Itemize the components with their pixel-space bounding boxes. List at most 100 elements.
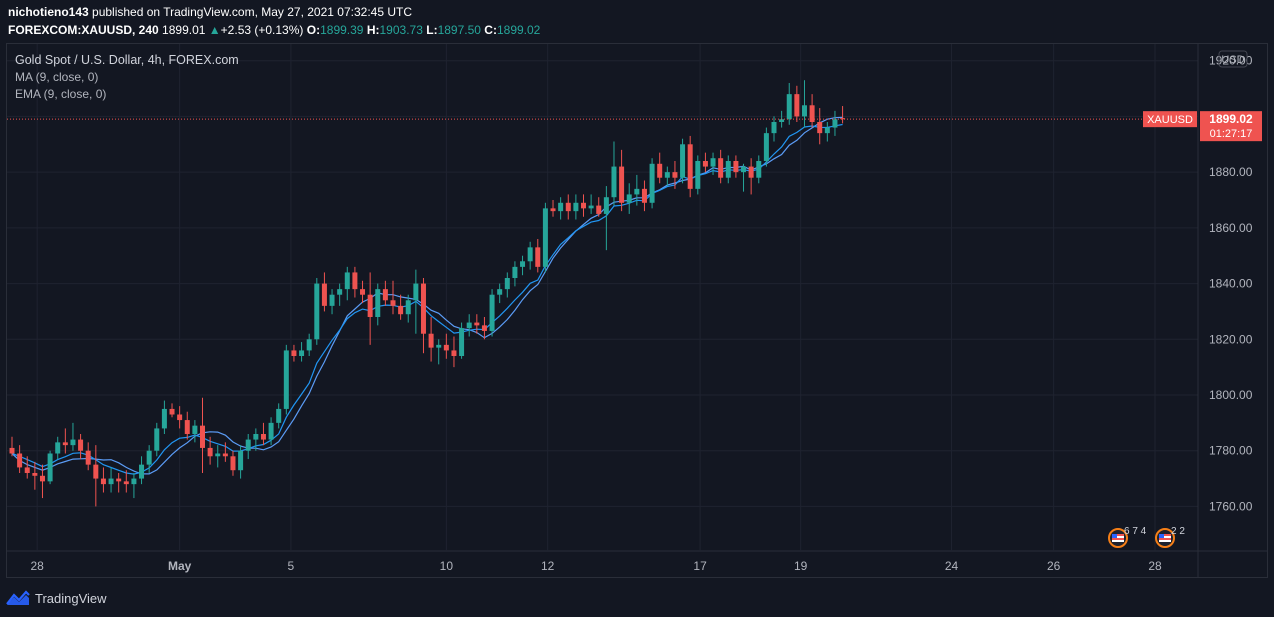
candle [329,289,335,315]
symbol-tag-label: XAUUSD [1147,114,1193,126]
flag-stripe [1159,538,1171,540]
candle [535,239,541,273]
candle [466,314,472,337]
candle [481,317,487,340]
x-tick-label: 17 [693,559,707,573]
candle [276,403,282,429]
candle-body [268,422,274,440]
candle-body [581,202,586,209]
event-marker[interactable]: 2 2 [1155,526,1185,548]
symbol-price-tag: XAUUSD [1143,111,1197,128]
event-marker[interactable]: 6 7 4 [1108,526,1147,548]
candle [550,200,556,217]
candle-body [573,202,579,212]
candle-body [801,105,807,117]
x-tick-label: 28 [1148,559,1162,573]
candle-body [47,453,53,482]
open-value: 1899.39 [320,23,364,37]
currency-badge[interactable]: USD [1218,50,1248,68]
candle-body [481,325,487,331]
candle [436,339,442,365]
candle-body [603,197,609,214]
candle [131,473,137,499]
candle [710,152,716,175]
candle-body [169,408,175,415]
candle [337,283,343,306]
candle-body [535,247,541,267]
candle [603,186,609,251]
candle [520,255,526,276]
candle [748,158,754,195]
tradingview-logo-icon[interactable] [6,590,30,606]
candle [245,434,251,460]
ema-line [11,123,843,475]
candle [428,317,434,362]
candle-body [352,272,358,290]
footer: TradingView [6,590,107,606]
symbol-name[interactable]: FOREXCOM:XAUUSD, 240 [8,23,159,37]
countdown-label: 01:27:17 [1210,128,1253,140]
candle-body [177,414,183,421]
published-text: published on TradingView.com, May 27, 20… [88,5,412,19]
tradingview-brand[interactable]: TradingView [35,590,107,606]
ma-indicator-label[interactable]: MA (9, close, 0) [15,70,99,84]
candle-body [93,464,99,479]
candle-body [382,289,388,301]
current-price-tag-bg [1200,111,1262,142]
candle-body [100,478,106,485]
candle [238,445,244,479]
candle [253,428,259,451]
ema-indicator-label[interactable]: EMA (9, close, 0) [15,87,107,101]
candle-body [116,478,122,482]
candle-body [649,163,655,203]
candle-body [321,283,327,306]
ma-line-group [11,116,843,475]
candle [420,278,426,354]
candle [497,283,503,304]
candle-body [230,456,236,471]
candle-body [139,464,145,479]
candle-body [123,481,129,485]
low-label: L: [426,23,438,37]
change-up-icon: ▲ [208,23,221,37]
candle-body [474,322,480,326]
candles-group [9,80,846,507]
x-tick-label: 26 [1047,559,1061,573]
candle [222,442,228,462]
candle [207,436,213,465]
candle [756,155,762,184]
candle [390,280,396,315]
low-value: 1897.50 [437,23,481,37]
currency-badge-frame [1218,50,1248,68]
candle-body [451,350,457,356]
chart-title[interactable]: Gold Spot / U.S. Dollar, 4h, FOREX.com [15,53,239,67]
candle [24,456,30,479]
candle-body [512,266,518,278]
candle [741,163,747,192]
candle-body [108,478,114,485]
candle [192,420,198,443]
candle [306,333,312,356]
candle-body [664,172,670,178]
author-name[interactable]: nichotieno143 [8,5,89,19]
candle-body [306,339,312,351]
candle-body [24,467,30,473]
candle-body [283,350,289,409]
chart-header: nichotieno143 published on TradingView.c… [8,4,540,38]
candle-body [428,333,434,348]
candle-body [702,161,708,167]
candle-body [17,453,23,468]
candle [139,456,145,485]
candle [832,110,838,136]
candle-body [779,119,785,122]
candle [85,442,91,471]
candle-body [565,202,571,212]
candle-body [367,294,373,317]
candle [512,261,518,287]
candle [184,411,190,440]
candle-body [527,247,533,262]
candle-body [55,442,61,454]
candle [268,417,274,446]
candle-body [680,144,686,178]
